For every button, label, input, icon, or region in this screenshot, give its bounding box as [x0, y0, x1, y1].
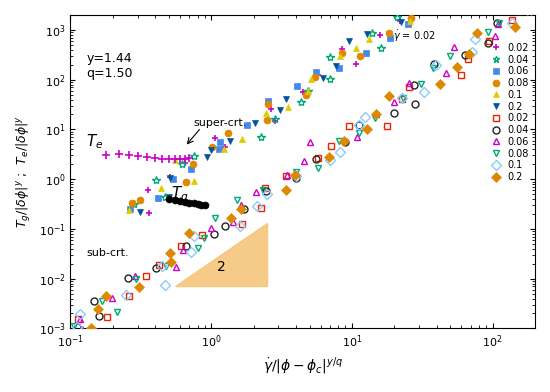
- Polygon shape: [175, 223, 267, 287]
- X-axis label: $\dot{\gamma} / |\phi - \phi_c|^{y/q}$: $\dot{\gamma} / |\phi - \phi_c|^{y/q}$: [262, 356, 343, 377]
- Text: y=1.44
q=1.50: y=1.44 q=1.50: [86, 52, 133, 80]
- Text: 2: 2: [217, 260, 225, 274]
- Text: $\dot{\gamma}$ = 0.02: $\dot{\gamma}$ = 0.02: [393, 29, 436, 44]
- Text: sub-crt.: sub-crt.: [86, 249, 129, 258]
- Text: super-crt.: super-crt.: [194, 118, 247, 127]
- Y-axis label: $T_g / |\delta\phi|^y$ ;  $T_e / |\delta\phi|^y$: $T_g / |\delta\phi|^y$ ; $T_e / |\delta\…: [15, 115, 33, 228]
- Legend: 0.02, 0.04, 0.06, 0.08, 0.1, 0.2, 0.02, 0.04, 0.06, 0.08, 0.1, 0.2: 0.02, 0.04, 0.06, 0.08, 0.1, 0.2, 0.02, …: [485, 42, 530, 183]
- Text: $T_g$: $T_g$: [171, 184, 189, 205]
- Text: $T_e$: $T_e$: [86, 133, 104, 151]
